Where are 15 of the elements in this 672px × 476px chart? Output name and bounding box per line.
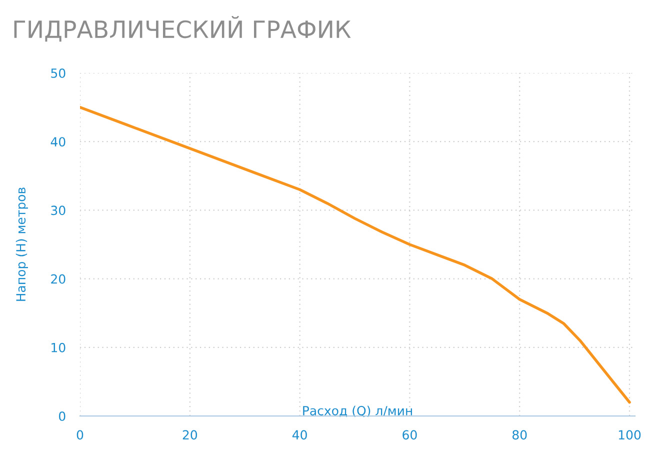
y-tick-label: 40 (50, 137, 66, 147)
y-axis-title: Напор (H) метров (16, 188, 28, 301)
y-tick-label: 0 (58, 411, 66, 421)
y-tick-label: 30 (51, 206, 66, 216)
x-tick-label: 0 (76, 430, 84, 440)
x-tick-label: 40 (292, 430, 307, 440)
x-tick-label: 100 (618, 430, 641, 440)
y-tick-label: 20 (51, 274, 66, 284)
y-tick-label: 50 (51, 68, 66, 78)
x-tick-label: 80 (512, 430, 527, 440)
y-tick-label: 10 (52, 342, 66, 352)
chart-title: ГИДРАВЛИЧЕСКИЙ ГРАФИК (14, 16, 351, 42)
x-tick-label: 60 (402, 430, 417, 440)
line-series (80, 106, 631, 404)
x-tick-label: 20 (182, 430, 198, 440)
